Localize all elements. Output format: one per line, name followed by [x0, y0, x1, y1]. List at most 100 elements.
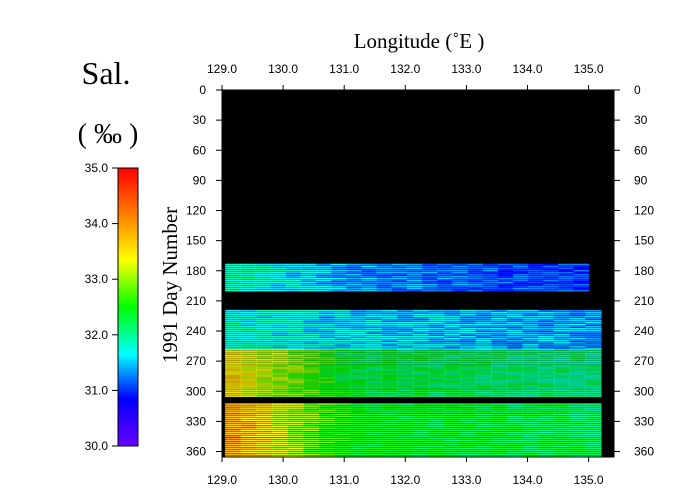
data-strip	[459, 381, 477, 383]
data-strip	[538, 367, 555, 369]
data-strip	[331, 283, 347, 286]
data-strip	[422, 267, 438, 270]
data-strip	[522, 431, 539, 433]
data-strip	[303, 383, 320, 385]
data-strip	[444, 435, 461, 437]
data-strip	[585, 359, 602, 361]
data-strip	[381, 367, 398, 369]
data-strip	[538, 365, 555, 367]
data-strip	[272, 340, 289, 342]
data-strip	[350, 313, 367, 316]
data-strip	[506, 353, 524, 355]
data-strip	[497, 271, 514, 274]
data-strip	[422, 269, 438, 272]
data-strip	[459, 449, 477, 452]
data-strip	[428, 373, 445, 375]
data-strip	[506, 349, 524, 351]
data-strip	[512, 279, 529, 282]
data-strip	[428, 346, 445, 348]
data-strip	[467, 277, 484, 280]
data-strip	[256, 441, 273, 444]
data-strip	[585, 437, 602, 440]
data-strip	[303, 417, 320, 419]
data-strip	[538, 413, 555, 415]
data-strip	[506, 340, 524, 342]
data-strip	[491, 309, 508, 312]
data-strip	[543, 289, 559, 292]
data-strip	[459, 437, 477, 440]
data-strip	[528, 269, 544, 272]
data-strip	[334, 336, 351, 338]
data-strip	[585, 324, 602, 326]
data-strip	[334, 344, 351, 346]
data-strip	[522, 353, 539, 355]
data-strip	[361, 285, 378, 288]
data-strip	[573, 273, 590, 276]
data-strip	[255, 267, 272, 270]
data-strip	[366, 349, 383, 351]
data-strip	[315, 267, 332, 270]
data-strip	[350, 320, 367, 322]
data-strip	[303, 413, 320, 415]
data-strip	[491, 439, 508, 442]
data-strip	[366, 336, 383, 338]
data-strip	[412, 405, 430, 407]
data-strip	[303, 409, 320, 411]
data-strip	[272, 375, 289, 377]
data-strip	[585, 393, 602, 395]
data-strip	[459, 407, 477, 409]
data-strip	[444, 415, 461, 417]
data-strip	[381, 346, 398, 348]
data-strip	[412, 338, 430, 340]
data-strip	[350, 437, 367, 440]
data-strip	[553, 389, 571, 391]
data-strip	[397, 338, 414, 340]
data-strip	[522, 411, 539, 413]
data-strip	[569, 443, 586, 446]
data-strip	[512, 277, 529, 280]
data-strip	[256, 346, 273, 348]
data-strip	[397, 326, 414, 328]
data-strip	[459, 391, 477, 393]
data-strip	[412, 395, 430, 397]
data-strip	[240, 407, 257, 409]
data-strip	[522, 371, 539, 373]
data-strip	[361, 289, 378, 292]
data-strip	[444, 315, 461, 318]
data-strip	[319, 385, 336, 387]
data-strip	[397, 429, 414, 431]
data-strip	[528, 263, 544, 266]
data-strip	[459, 443, 477, 446]
data-strip	[512, 269, 529, 272]
data-strip	[391, 283, 408, 286]
data-strip	[491, 393, 508, 395]
data-strip	[459, 363, 477, 365]
data-strip	[569, 349, 586, 351]
data-strip	[303, 353, 320, 355]
data-strip	[444, 405, 461, 407]
data-strip	[459, 373, 477, 375]
data-strip	[475, 359, 492, 361]
data-strip	[397, 379, 414, 381]
data-strip	[459, 357, 477, 359]
data-strip	[303, 429, 320, 431]
data-strip	[225, 342, 242, 344]
data-strip	[397, 395, 414, 397]
data-strip	[256, 361, 273, 363]
colorbar-tick-label: 31.0	[85, 383, 109, 397]
data-strip	[452, 273, 468, 276]
data-strip	[366, 437, 383, 440]
data-strip	[225, 435, 242, 437]
data-strip	[350, 357, 367, 359]
x-tick-label: 135.0	[574, 473, 604, 487]
data-strip	[412, 453, 430, 456]
data-strip	[319, 409, 336, 411]
data-strip	[491, 385, 508, 387]
data-strip	[256, 348, 273, 350]
data-strip	[319, 371, 336, 373]
data-strip	[475, 365, 492, 367]
data-strip	[522, 348, 539, 350]
data-strip	[350, 423, 367, 425]
data-strip	[240, 389, 257, 391]
data-strip	[475, 326, 492, 328]
